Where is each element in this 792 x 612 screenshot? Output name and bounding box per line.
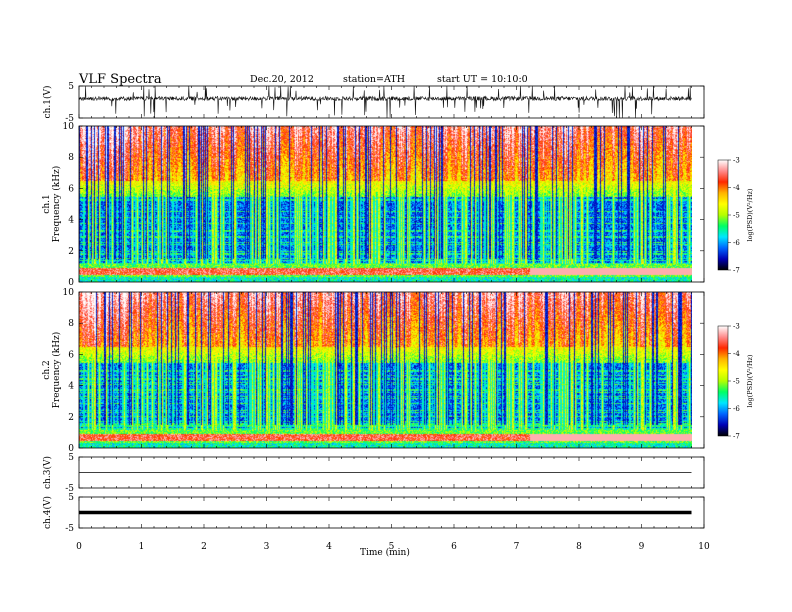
spec1-colorbar-tick-label: -7 [733,267,740,275]
spec1-colorbar-label: log(PSD)(V²/Hz) [746,188,754,241]
x-tick-label: 0 [76,542,82,552]
x-tick-label: 2 [201,542,207,552]
x-tick-label: 7 [514,542,520,552]
spec1-ylabel-channel: ch.1 [42,194,52,213]
ch3-ylabel: ch.3(V) [42,456,53,489]
spec2-ytick-label: 8 [68,319,74,329]
ch3-ytick-label: -5 [65,484,74,494]
spec1-ytick-label: 2 [68,247,74,257]
spec1-ytick-label: 4 [68,216,74,226]
spec2-colorbar-tick-label: -7 [733,433,740,441]
ch1-ylabel: ch.1(V) [42,86,53,119]
spec2-ytick-label: 0 [68,444,74,454]
ch4-ytick-label: 5 [68,493,74,503]
spec2-colorbar-tick-label: -3 [733,323,740,331]
x-tick-label: 9 [639,542,645,552]
spectrogram-ch2 [79,292,692,448]
spec1-colorbar-tick-label: -6 [733,239,740,247]
ch1-waveform [78,85,692,119]
spec1-ylabel: Frequency (kHz) [51,166,62,243]
ch4-ytick-label: -5 [65,524,74,534]
x-tick-label: 3 [264,542,270,552]
x-tick-label: 8 [576,542,582,552]
spec1-colorbar [717,159,729,271]
chart-title: VLF Spectra [79,72,162,87]
spec1-ytick-label: 6 [68,184,74,194]
spec2-colorbar-tick-label: -4 [733,350,740,358]
spec1-ytick-label: 0 [68,278,74,288]
spec2-ytick-label: 6 [68,350,74,360]
spec1-colorbar-tick-label: -3 [733,157,740,165]
ch1-ytick-label: 5 [68,82,74,92]
spec1-colorbar-tick-label: -5 [733,212,740,220]
x-tick-label: 6 [451,542,457,552]
spec2-colorbar-label: log(PSD)(V²/Hz) [746,354,754,407]
ch3-ytick-label: 5 [68,453,74,463]
spec2-ytick-label: 2 [68,413,74,423]
start-time-label: start UT = 10:10:0 [437,74,528,85]
date-label: Dec.20, 2012 [250,74,314,85]
ch1-ytick-label: -5 [65,114,74,124]
station-label: station=ATH [343,74,405,85]
spec1-ytick-label: 8 [68,153,74,163]
spectrogram-ch1 [79,126,692,282]
spec2-ytick-label: 4 [68,382,74,392]
x-tick-label: 4 [326,542,332,552]
spec2-colorbar-tick-label: -5 [733,378,740,386]
spec2-ylabel: Frequency (kHz) [51,332,62,409]
x-tick-label: 10 [698,542,710,552]
spec1-colorbar-tick-label: -4 [733,184,740,192]
x-tick-label: 1 [139,542,145,552]
spec1-ytick-label: 10 [63,122,75,132]
spec2-colorbar-tick-label: -6 [733,405,740,413]
x-axis-label: Time (min) [360,548,410,558]
ch1-frame [78,85,705,119]
x-tick-label: 5 [389,542,395,552]
spec2-colorbar [717,325,729,437]
spec2-ytick-label: 10 [63,288,75,298]
ch4-ylabel: ch.4(V) [42,496,53,529]
spec2-ylabel-channel: ch.2 [42,360,52,379]
